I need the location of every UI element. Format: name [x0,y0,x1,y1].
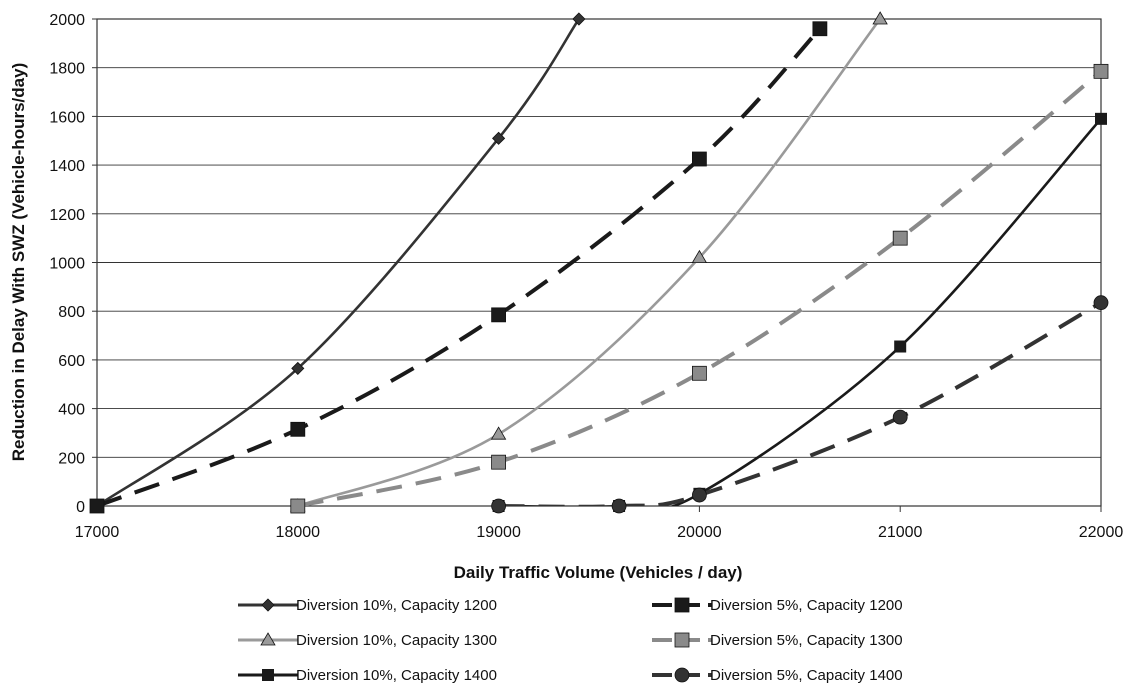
legend-label: Diversion 5%, Capacity 1200 [710,597,903,614]
y-tick-label: 0 [76,499,85,516]
y-tick-label: 200 [58,450,85,467]
legend-marker [262,669,274,681]
data-point [492,131,506,145]
legend-item: Diversion 10%, Capacity 1300 [238,632,497,649]
y-axis-title: Reduction in Delay With SWZ (Vehicle-hou… [9,63,28,461]
y-tick-label: 400 [58,402,85,419]
data-point [491,307,507,323]
data-point [290,421,306,437]
data-point [894,340,907,353]
series-line-5 [498,117,1101,506]
data-point [812,21,828,37]
legend-marker [674,667,690,683]
y-axis-ticks: 0 200 400 600 800 1000 1200 1400 1600 1800 2000 [49,12,97,516]
legend-label: Diversion 5%, Capacity 1300 [710,632,903,649]
data-point [691,249,708,264]
data-point [491,454,507,470]
series-line-2 [97,27,822,506]
legend-item: Diversion 10%, Capacity 1200 [238,597,497,614]
series-line-1 [97,19,580,506]
data-point [692,487,707,503]
data-point [872,11,888,25]
data-point [1093,295,1109,311]
data-point [692,365,707,381]
data-point [1095,112,1107,125]
data-point [491,498,507,514]
legend-item: Diversion 5%, Capacity 1400 [652,667,903,684]
series-line-3 [297,19,882,506]
x-tick-label: 17000 [75,524,120,541]
series-line-4 [297,69,1101,506]
data-point [892,230,908,246]
data-point [290,498,306,514]
legend-label: Diversion 10%, Capacity 1400 [296,667,497,684]
legend-marker [674,597,690,613]
marker-layer [89,11,1109,514]
y-tick-label: 600 [58,353,85,370]
legend-item: Diversion 5%, Capacity 1200 [652,597,903,614]
y-tick-label: 1400 [49,158,85,175]
legend-marker [674,632,690,648]
legend: Diversion 10%, Capacity 1200 Diversion 5%… [238,597,903,684]
data-point [1093,63,1109,79]
y-tick-label: 1600 [49,109,85,126]
y-tick-label: 1200 [49,207,85,224]
x-axis-ticks: 17000 18000 19000 20000 21000 22000 [75,506,1124,541]
legend-marker [261,598,275,612]
y-tick-label: 2000 [49,12,85,29]
legend-label: Diversion 5%, Capacity 1400 [710,667,903,684]
data-point [291,361,305,375]
y-tick-label: 1000 [49,256,85,273]
series-layer [97,19,1101,506]
y-tick-label: 800 [58,304,85,321]
legend-label: Diversion 10%, Capacity 1300 [296,632,497,649]
x-tick-label: 22000 [1079,524,1124,541]
y-tick-label: 1800 [49,61,85,78]
data-point [892,409,908,425]
legend-item: Diversion 10%, Capacity 1400 [238,667,497,684]
data-point [572,12,586,26]
data-point [611,498,627,514]
x-tick-label: 20000 [677,524,722,541]
series-line-6 [498,300,1101,506]
x-tick-label: 21000 [878,524,923,541]
x-tick-label: 19000 [476,524,521,541]
x-tick-label: 18000 [276,524,321,541]
data-point [490,426,507,440]
data-point [89,498,105,514]
x-axis-title: Daily Traffic Volume (Vehicles / day) [454,563,743,582]
data-point [692,151,707,167]
gridlines [97,18,1101,507]
legend-item: Diversion 5%, Capacity 1300 [652,632,903,649]
legend-label: Diversion 10%, Capacity 1200 [296,597,497,614]
legend-marker [260,632,276,646]
